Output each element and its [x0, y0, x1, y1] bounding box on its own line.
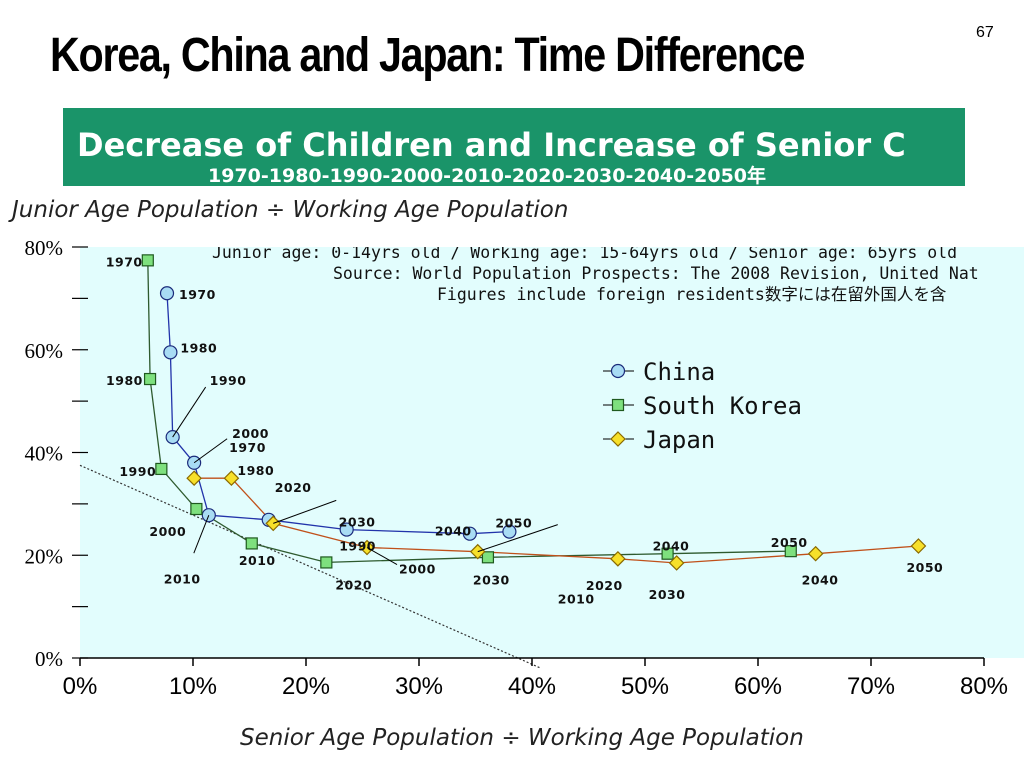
source-note: Source: World Population Prospects: The …: [333, 264, 979, 283]
legend-label: South Korea: [643, 392, 802, 420]
y-axis-title: Junior Age Population ÷ Working Age Popu…: [12, 197, 569, 223]
banner-main-text: Decrease of Children and Increase of Sen…: [77, 126, 906, 164]
leader-line: [193, 514, 210, 554]
year-label: 1990: [210, 373, 247, 388]
data-point-japan: [910, 538, 927, 554]
data-point-china: [163, 345, 178, 360]
year-label: 1990: [339, 538, 376, 553]
page-title: Korea, China and Japan: Time Difference: [50, 29, 805, 82]
x-tick-label: 60%: [734, 673, 782, 700]
year-label: 2050: [495, 516, 532, 531]
x-tick-label: 70%: [847, 673, 895, 700]
year-label: 1980: [237, 463, 274, 478]
y-tick-label: 20%: [25, 544, 64, 568]
data-point-south-korea: [141, 254, 154, 267]
year-label: 2000: [399, 562, 436, 577]
data-point-japan: [668, 555, 685, 571]
leader-line: [477, 524, 558, 553]
year-label: 2010: [558, 592, 595, 607]
y-tick-label: 0%: [35, 647, 63, 671]
legend-label: Japan: [643, 426, 715, 454]
y-tick-label: 40%: [25, 442, 64, 466]
year-label: 2020: [275, 480, 312, 495]
x-tick-label: 40%: [508, 673, 556, 700]
data-point-china: [502, 524, 517, 539]
year-label: 1970: [106, 254, 143, 269]
y-tick-label: 60%: [25, 339, 64, 363]
year-label: 2000: [232, 426, 269, 441]
x-tick-label: 50%: [621, 673, 669, 700]
data-point-japan: [610, 550, 626, 567]
data-point-south-korea: [155, 462, 168, 476]
legend-marker: [610, 363, 626, 379]
legend-marker: [611, 398, 625, 412]
y-tick-label: 80%: [25, 236, 64, 260]
year-label: 2050: [771, 535, 808, 550]
year-label: 2030: [339, 515, 376, 530]
x-tick-label: 80%: [960, 673, 1008, 700]
year-label: 2030: [473, 572, 510, 587]
x-axis-title: Senior Age Population ÷ Working Age Popu…: [240, 725, 804, 751]
data-point-south-korea: [245, 537, 258, 550]
year-label: 2030: [649, 587, 686, 602]
year-label: 2040: [653, 539, 690, 554]
subtitle-banner: Decrease of Children and Increase of Sen…: [63, 108, 965, 186]
leader-line: [172, 386, 207, 438]
x-tick-label: 20%: [282, 673, 330, 700]
data-point-japan: [807, 545, 824, 562]
year-label: 1980: [180, 340, 217, 355]
source-note: Figures include foreign residents数字には在留外…: [437, 285, 946, 304]
year-label: 2020: [335, 577, 372, 592]
data-point-china: [339, 522, 354, 537]
year-label: 1980: [106, 373, 143, 388]
year-label: 1990: [119, 464, 156, 479]
x-tick-label: 0%: [63, 673, 98, 700]
data-point-south-korea: [661, 547, 674, 560]
data-point-china: [462, 526, 477, 541]
year-label: 1970: [179, 287, 216, 302]
year-label: 2000: [149, 524, 186, 539]
year-label: 2010: [239, 553, 276, 568]
data-point-south-korea: [784, 545, 797, 558]
data-point-japan: [186, 470, 202, 487]
year-label: 1970: [229, 440, 266, 455]
year-label: 2040: [802, 573, 839, 588]
data-point-south-korea: [143, 372, 157, 386]
year-label: 2050: [906, 560, 943, 575]
page-number: 67: [976, 24, 994, 41]
year-label: 2010: [164, 571, 201, 586]
data-point-china: [159, 286, 175, 301]
data-point-south-korea: [190, 502, 203, 516]
x-tick-label: 30%: [395, 673, 443, 700]
legend-label: China: [643, 358, 715, 386]
leader-line: [193, 438, 228, 464]
leader-line: [273, 499, 337, 524]
source-note: Junior age: 0-14yrs old / Working age: 1…: [212, 243, 957, 262]
year-label: 2040: [435, 524, 472, 539]
year-label: 2020: [586, 578, 623, 593]
data-point-south-korea: [481, 551, 495, 564]
legend-marker: [610, 431, 626, 447]
leader-line: [366, 547, 398, 565]
x-tick-label: 10%: [169, 673, 217, 700]
data-point-japan: [223, 470, 240, 487]
data-point-south-korea: [320, 556, 333, 569]
banner-years-text: 1970-1980-1990-2000-2010-2020-2030-2040-…: [208, 165, 767, 186]
plot-area: [80, 247, 1024, 658]
